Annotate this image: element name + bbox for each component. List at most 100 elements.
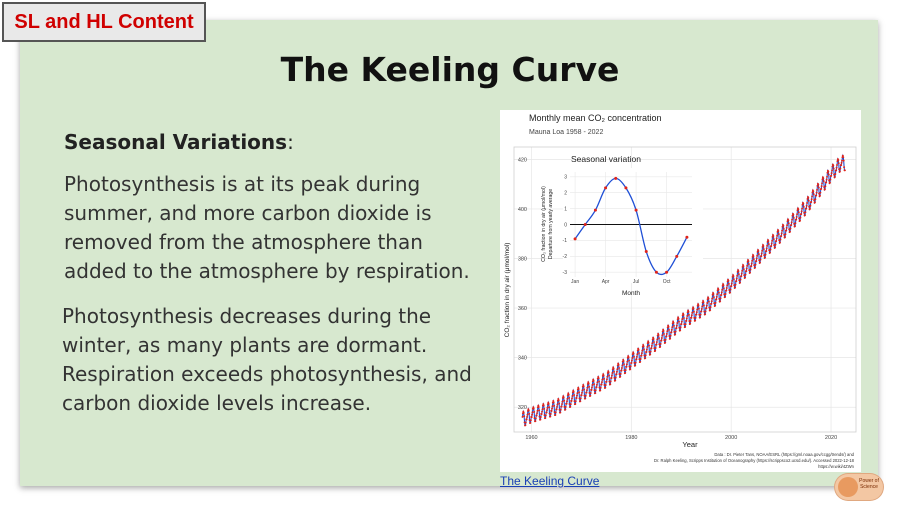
main-co2-point [814, 198, 817, 201]
main-co2-point [586, 386, 589, 389]
keeling-chart: Monthly mean CO₂ concentration Mauna Loa… [504, 113, 857, 469]
main-co2-point [656, 338, 659, 341]
main-co2-point [539, 416, 542, 418]
main-co2-point [830, 174, 833, 177]
main-co2-point [834, 173, 837, 175]
main-co2-point [560, 405, 563, 408]
main-co2-point [697, 304, 700, 307]
main-co2-point [786, 224, 789, 227]
main-co2-point [653, 341, 655, 343]
main-co2-point [569, 403, 572, 406]
main-co2-point [766, 244, 769, 247]
inset-y-tick-label: 0 [564, 222, 567, 228]
main-co2-point [670, 331, 673, 334]
main-co2-point [629, 368, 632, 371]
main-co2-point [709, 309, 712, 312]
main-co2-point [609, 383, 612, 386]
main-co2-point [675, 327, 678, 330]
main-co2-point [618, 366, 620, 369]
main-co2-point [621, 364, 624, 367]
main-co2-point [841, 154, 844, 157]
main-co2-point [772, 238, 775, 241]
main-co2-point [811, 195, 814, 198]
main-co2-point [707, 297, 710, 300]
subheading-colon: : [287, 130, 294, 154]
main-co2-point [524, 421, 527, 424]
inset-x-tick-label: Jan [571, 279, 579, 285]
main-co2-point [702, 304, 705, 307]
main-co2-point [700, 310, 703, 313]
main-co2-point [647, 341, 650, 344]
main-co2-point [599, 386, 602, 389]
main-co2-point [752, 255, 755, 258]
main-co2-point [534, 417, 537, 420]
main-co2-point [782, 224, 785, 227]
main-co2-point [830, 172, 833, 175]
main-co2-point [660, 339, 663, 342]
main-co2-point [623, 363, 625, 366]
main-co2-point [627, 356, 630, 359]
main-co2-point [554, 411, 557, 414]
main-co2-point [705, 304, 708, 307]
main-co2-point [740, 275, 743, 278]
main-co2-point [805, 207, 808, 210]
main-co2-point [820, 185, 823, 188]
main-co2-point [591, 384, 594, 386]
main-co2-point [537, 406, 540, 408]
main-co2-point [561, 403, 563, 406]
main-co2-point [542, 404, 545, 407]
main-co2-point [554, 414, 557, 416]
main-co2-point [664, 338, 667, 341]
main-co2-point [800, 213, 803, 215]
main-co2-point [584, 394, 587, 397]
main-co2-point [724, 295, 727, 298]
main-y-tick-label: 400 [518, 207, 527, 213]
main-co2-point [625, 363, 628, 366]
main-co2-point [799, 219, 801, 222]
main-co2-point [546, 409, 548, 412]
main-x-tick-label: 2000 [725, 435, 737, 441]
main-co2-point [549, 412, 552, 415]
main-co2-point [817, 183, 820, 186]
main-co2-point [546, 406, 549, 409]
main-co2-point [639, 360, 642, 363]
main-co2-point [705, 307, 708, 310]
main-plot-border [513, 146, 857, 433]
main-y-label: CO₂ fraction in dry air (μmol/mol) [504, 243, 511, 338]
main-co2-point [540, 413, 543, 415]
main-co2-point [735, 277, 738, 280]
main-co2-point [777, 230, 780, 232]
main-co2-point [841, 159, 843, 162]
main-co2-point [527, 409, 530, 412]
main-co2-point [757, 250, 760, 253]
main-co2-point [825, 181, 828, 184]
main-co2-point [785, 226, 788, 229]
main-x-tick-label: 2020 [825, 435, 837, 441]
main-co2-point [735, 280, 738, 283]
main-co2-point [759, 258, 762, 261]
main-co2-point [566, 400, 568, 403]
main-co2-point [832, 164, 835, 167]
keeling-curve-link[interactable]: The Keeling Curve [500, 474, 600, 488]
main-co2-point [732, 275, 735, 278]
main-co2-point [610, 374, 613, 377]
main-co2-point [661, 334, 664, 337]
main-co2-point [804, 214, 806, 217]
main-co2-point [532, 407, 535, 410]
main-co2-point [835, 169, 838, 172]
main-co2-point [579, 397, 582, 400]
main-co2-point [752, 258, 755, 261]
main-co2-point [725, 289, 728, 292]
main-co2-point [645, 348, 648, 351]
main-co2-point [741, 269, 744, 272]
main-co2-point [547, 402, 550, 405]
main-co2-point [764, 256, 766, 259]
inset-seasonal-point [665, 270, 669, 274]
main-co2-point [566, 397, 569, 400]
main-co2-point [779, 238, 782, 241]
main-co2-point [722, 287, 725, 290]
main-co2-point [666, 330, 669, 333]
main-co2-point [827, 170, 830, 173]
main-co2-point [767, 243, 770, 246]
main-co2-point [641, 349, 644, 352]
